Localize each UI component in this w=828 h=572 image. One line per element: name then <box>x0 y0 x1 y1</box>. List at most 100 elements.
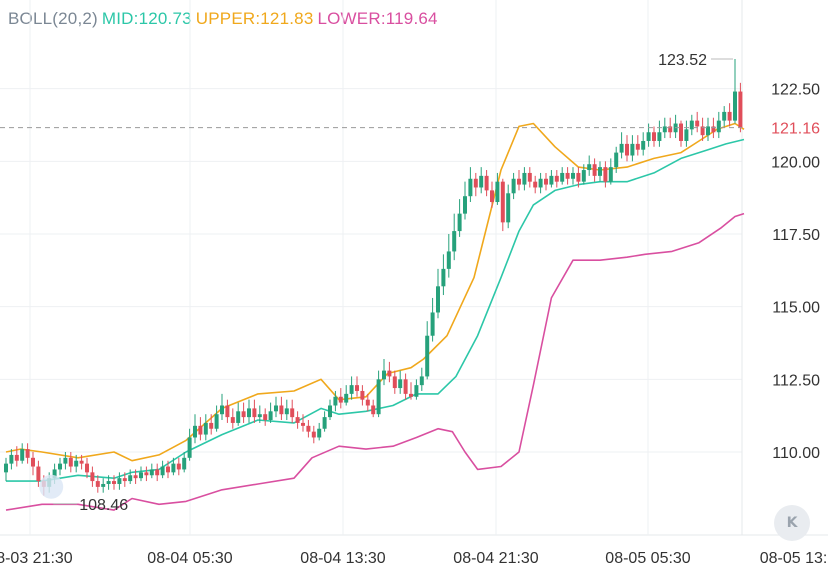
candle-body <box>495 181 500 203</box>
candle-body <box>187 437 192 458</box>
candle-body <box>263 414 268 421</box>
candlestick <box>463 181 467 220</box>
candle-body <box>214 414 219 429</box>
candlestick <box>517 170 521 191</box>
candlestick <box>117 472 122 490</box>
candle-body <box>284 408 289 415</box>
candlestick <box>328 399 332 421</box>
candlestick <box>128 469 133 484</box>
candle-body <box>9 454 14 464</box>
candlestick <box>149 463 154 479</box>
candlestick <box>333 390 338 412</box>
candlestick <box>371 399 376 418</box>
candlestick <box>733 59 737 124</box>
candle-body <box>63 457 68 464</box>
candlestick <box>544 172 548 191</box>
candle-body <box>614 152 619 168</box>
candle-body <box>689 120 694 130</box>
candlestick <box>252 399 257 423</box>
candlestick <box>160 460 165 479</box>
candlestick <box>441 254 446 296</box>
candle-body <box>425 335 430 377</box>
candlestick <box>549 170 554 188</box>
candle-body <box>209 422 214 429</box>
candle-body <box>171 463 176 473</box>
candle-body <box>117 478 122 484</box>
y-axis-tick-label: 120.00 <box>771 154 820 171</box>
candle-body <box>506 193 511 223</box>
candle-body <box>295 417 300 423</box>
candlestick <box>479 167 484 194</box>
candle-body <box>457 213 462 232</box>
candlestick <box>522 167 527 191</box>
candlestick <box>31 452 35 476</box>
candlestick <box>284 399 289 421</box>
candle-body <box>95 481 100 487</box>
candlestick <box>619 132 624 159</box>
y-axis-tick-label: 117.50 <box>772 227 820 244</box>
candle-body <box>598 167 602 176</box>
candlestick <box>365 393 370 412</box>
candlestick <box>295 411 300 429</box>
candlestick <box>171 457 176 476</box>
candlestick <box>614 146 619 173</box>
candle-body <box>473 178 478 188</box>
candlestick <box>641 132 646 156</box>
candle-body <box>738 91 743 128</box>
candlestick <box>679 120 683 147</box>
candle-body <box>344 393 349 403</box>
candlestick <box>673 114 678 139</box>
candle-body <box>608 167 613 182</box>
low-price-marker <box>39 474 64 499</box>
candlestick <box>652 126 656 147</box>
candlestick <box>9 449 14 470</box>
candle-body <box>112 481 116 484</box>
candle-body <box>603 167 608 182</box>
candle-body <box>592 164 597 176</box>
candle-body <box>695 120 700 127</box>
candlestick <box>349 376 354 400</box>
axes: 110.00 112.50 115.00 117.50 120.00 122.50 08-0… <box>0 82 828 567</box>
candlestick <box>457 199 462 237</box>
candle-body <box>155 469 160 476</box>
candlestick <box>630 135 635 162</box>
candlestick <box>706 117 710 141</box>
candle-body <box>317 428 322 438</box>
candlestick <box>74 454 79 473</box>
candle-body <box>79 460 84 464</box>
candle-body <box>193 425 197 438</box>
candle-body <box>630 143 635 156</box>
candlestick <box>727 103 732 127</box>
candlestick <box>268 402 273 423</box>
candle-body <box>376 379 381 415</box>
candlestick <box>301 414 305 432</box>
candlestick <box>20 443 25 464</box>
candlestick <box>133 469 138 484</box>
candlestick <box>446 233 451 278</box>
bollinger-bands <box>5 122 745 511</box>
candle-body <box>533 181 538 188</box>
candle-body <box>290 408 295 418</box>
candlestick <box>635 135 640 156</box>
candlestick <box>90 466 95 487</box>
candle-body <box>479 175 484 188</box>
candle-body <box>182 457 187 470</box>
candle-body <box>398 379 403 389</box>
candle-body <box>198 425 203 435</box>
candlestick <box>608 158 613 185</box>
candle-body <box>646 132 651 141</box>
candlestick <box>425 321 430 380</box>
candlestick <box>414 379 419 400</box>
high-price-label: 123.52 <box>658 52 707 69</box>
candlestick <box>101 478 106 493</box>
candlestick <box>565 167 570 185</box>
candle-body <box>635 143 640 150</box>
candlestick <box>236 402 241 426</box>
candle-body <box>641 140 646 150</box>
candle-body <box>274 405 278 412</box>
candle-body <box>268 411 273 421</box>
collapse-k-button[interactable]: K <box>774 505 810 541</box>
candlestick <box>14 446 19 467</box>
chevron-double-left-icon: K <box>786 515 798 531</box>
